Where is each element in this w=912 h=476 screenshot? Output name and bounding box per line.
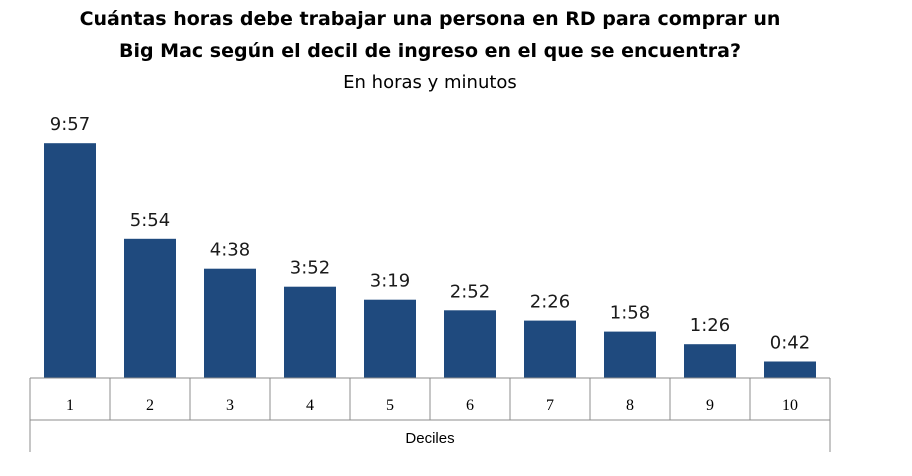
value-label-decile-7: 2:26 xyxy=(530,292,570,313)
x-axis-label: Deciles xyxy=(405,430,454,447)
value-label-decile-3: 4:38 xyxy=(210,240,250,261)
bars-group xyxy=(44,143,816,378)
chart-subtitle: En horas y minutos xyxy=(343,72,517,93)
tick-label-6: 6 xyxy=(466,397,474,414)
value-labels-group: 9:57 5:54 4:38 3:52 3:19 2:52 2:26 1:58 1:26 0:42 xyxy=(50,114,810,353)
bar-decile-4 xyxy=(284,286,336,378)
value-label-decile-2: 5:54 xyxy=(130,210,170,231)
value-label-decile-4: 3:52 xyxy=(290,258,330,279)
value-label-decile-10: 0:42 xyxy=(770,333,810,354)
value-label-decile-1: 9:57 xyxy=(50,114,90,135)
tick-label-10: 10 xyxy=(782,397,798,414)
tick-label-4: 4 xyxy=(306,397,314,414)
value-label-decile-9: 1:26 xyxy=(690,315,730,336)
tick-label-1: 1 xyxy=(66,397,74,414)
tick-label-9: 9 xyxy=(706,397,714,414)
bar-decile-5 xyxy=(364,299,416,378)
bar-decile-2 xyxy=(124,238,176,378)
bar-decile-7 xyxy=(524,320,576,378)
tick-label-2: 2 xyxy=(146,397,154,414)
bar-decile-1 xyxy=(44,143,96,378)
bar-decile-10 xyxy=(764,361,816,378)
value-label-decile-8: 1:58 xyxy=(610,303,650,324)
bar-decile-8 xyxy=(604,331,656,378)
value-label-decile-6: 2:52 xyxy=(450,281,490,302)
chart-title-line-1: Cuántas horas debe trabajar una persona … xyxy=(79,8,781,30)
chart-title-line-2: Big Mac según el decil de ingreso en el … xyxy=(118,40,742,62)
x-axis: 1 2 3 4 5 6 7 8 9 10 xyxy=(29,377,831,452)
value-label-decile-5: 3:19 xyxy=(370,271,410,292)
bar-decile-3 xyxy=(204,268,256,378)
bar-decile-9 xyxy=(684,344,736,378)
bar-decile-6 xyxy=(444,310,496,378)
tick-label-3: 3 xyxy=(226,397,234,414)
tick-label-7: 7 xyxy=(546,397,554,414)
tick-label-8: 8 xyxy=(626,397,634,414)
tick-label-5: 5 xyxy=(386,397,394,414)
